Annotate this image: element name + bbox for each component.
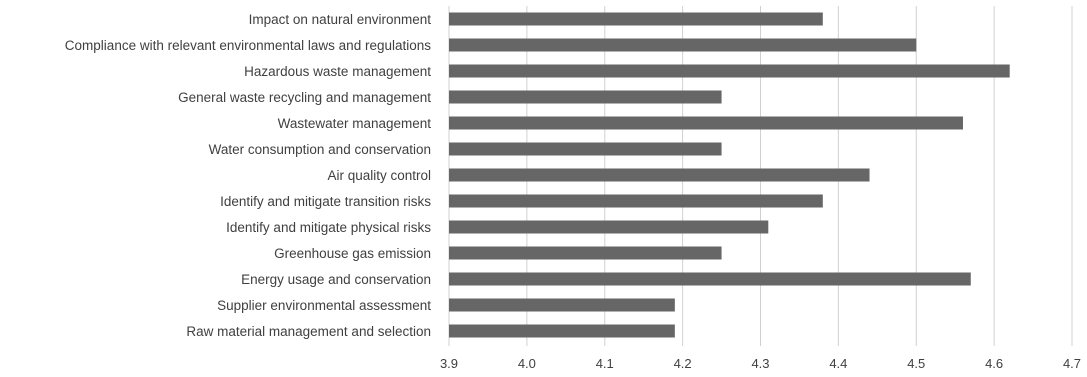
category-label: Raw material management and selection: [186, 324, 431, 339]
x-tick-label: 4.4: [829, 356, 847, 371]
category-label: General waste recycling and management: [178, 90, 431, 105]
category-label: Impact on natural environment: [249, 12, 432, 27]
category-label: Identify and mitigate transition risks: [220, 194, 431, 209]
bar: [449, 272, 971, 286]
bar: [449, 220, 769, 234]
bar: [449, 12, 823, 26]
bar: [449, 246, 722, 260]
bars: [449, 12, 1010, 338]
x-tick-label: 4.7: [1063, 356, 1081, 371]
bar: [449, 38, 917, 52]
bar: [449, 90, 722, 104]
bar: [449, 168, 870, 182]
x-tick-label: 4.3: [751, 356, 769, 371]
category-label: Wastewater management: [278, 116, 432, 131]
category-label: Greenhouse gas emission: [274, 246, 431, 261]
x-tick-label: 4.6: [985, 356, 1003, 371]
category-label: Compliance with relevant environmental l…: [65, 38, 431, 53]
bar: [449, 194, 823, 208]
category-labels: Impact on natural environment Compliance …: [65, 12, 431, 339]
bar: [449, 324, 675, 338]
category-label: Identify and mitigate physical risks: [226, 220, 431, 235]
x-tick-label: 4.5: [907, 356, 925, 371]
category-label: Hazardous waste management: [244, 64, 431, 79]
x-tick-label: 4.2: [674, 356, 692, 371]
x-tick-label: 3.9: [440, 356, 458, 371]
bar: [449, 64, 1010, 78]
x-tick-label: 4.0: [518, 356, 536, 371]
category-label: Energy usage and conservation: [241, 272, 431, 287]
category-label: Supplier environmental assessment: [217, 298, 431, 313]
category-label: Water consumption and conservation: [209, 142, 431, 157]
bar: [449, 116, 963, 130]
x-tick-label: 4.1: [596, 356, 614, 371]
bar: [449, 298, 675, 312]
category-label: Air quality control: [327, 168, 431, 183]
x-axis-tick-labels: 3.9 4.0 4.1 4.2 4.3 4.4 4.5 4.6 4.7: [440, 356, 1081, 371]
bar: [449, 142, 722, 156]
